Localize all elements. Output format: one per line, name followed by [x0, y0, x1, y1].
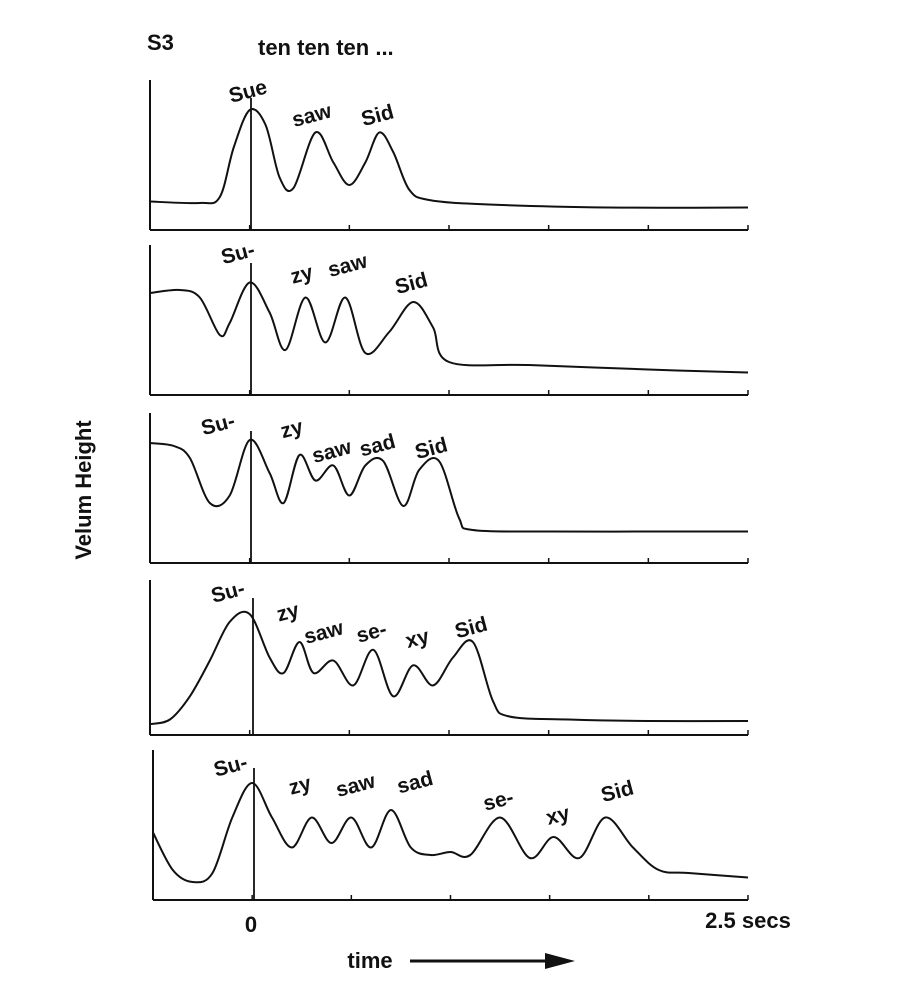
- x-axis-label: time: [347, 948, 392, 973]
- syllable-label: Sid: [599, 776, 637, 807]
- syllable-label: zy: [278, 415, 306, 443]
- speaker-label: S3: [147, 30, 174, 55]
- velum-trace-line: [149, 108, 749, 209]
- syllable-label: xy: [403, 625, 432, 653]
- syllable-label: se-: [354, 618, 389, 648]
- syllable-label: Su-: [199, 409, 238, 440]
- syllable-label: Su-: [211, 751, 250, 782]
- syllable-label: Sid: [393, 268, 431, 299]
- syllable-label: Su-: [209, 577, 248, 608]
- syllable-label: Sue: [226, 76, 269, 108]
- syllable-label: zy: [274, 598, 302, 626]
- syllable-label: se-: [481, 786, 516, 816]
- syllable-label: saw: [290, 99, 335, 132]
- syllable-label: saw: [302, 616, 347, 649]
- syllable-label: Sid: [452, 613, 490, 644]
- syllable-label: zy: [286, 772, 314, 800]
- carrier-phrase: ten ten ten ...: [258, 35, 394, 60]
- syllable-label: Sid: [359, 100, 397, 131]
- y-axis-label: Velum Height: [71, 420, 96, 560]
- syllable-label: saw: [325, 249, 370, 282]
- velum-trace-line: [152, 781, 749, 884]
- x-tick-end: 2.5 secs: [705, 908, 791, 933]
- velum-trace-line: [149, 438, 748, 533]
- syllable-label: saw: [333, 769, 378, 802]
- syllable-label: Sid: [413, 433, 451, 464]
- velum-trace-line: [149, 610, 749, 726]
- syllable-label: sad: [395, 767, 436, 799]
- time-arrow-icon: [410, 953, 575, 969]
- syllable-label: saw: [310, 435, 355, 468]
- panel-5: Su-zy saw sad se-xy Sid: [152, 750, 749, 901]
- syllable-label: zy: [288, 261, 316, 289]
- syllable-label: sad: [357, 430, 398, 462]
- velum-trace-line: [149, 281, 749, 374]
- syllable-label: xy: [544, 802, 573, 830]
- x-tick-zero: 0: [245, 912, 257, 937]
